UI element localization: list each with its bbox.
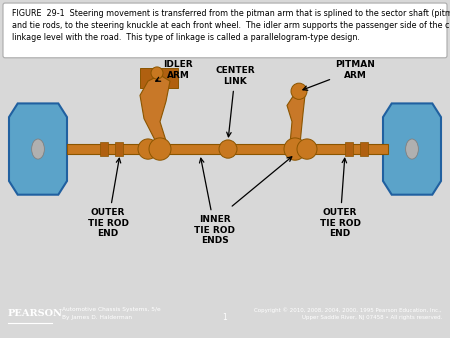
Text: IDLER
ARM: IDLER ARM [156,60,193,81]
Bar [345,143,353,155]
Ellipse shape [32,139,45,159]
Text: OUTER
TIE ROD
END: OUTER TIE ROD END [320,158,360,238]
Polygon shape [383,103,441,195]
Text: FIGURE  29-1  Steering movement is transferred from the pitman arm that is splin: FIGURE 29-1 Steering movement is transfe… [12,9,450,42]
Text: PITMAN
ARM: PITMAN ARM [303,60,375,90]
Bar [360,143,368,155]
Bar [100,143,108,155]
FancyBboxPatch shape [3,3,447,58]
Polygon shape [140,75,170,144]
Ellipse shape [149,138,171,160]
Ellipse shape [284,138,306,160]
Bar [115,143,123,155]
Text: Automotive Chassis Systems, 5/e
By James D. Halderman: Automotive Chassis Systems, 5/e By James… [62,307,161,320]
Ellipse shape [405,139,418,159]
Bar [67,144,148,154]
Bar [307,144,388,154]
Text: INNER
TIE ROD
ENDS: INNER TIE ROD ENDS [194,158,235,245]
Polygon shape [287,93,305,144]
Text: PEARSON: PEARSON [8,309,63,318]
Ellipse shape [297,139,317,159]
Text: CENTER
LINK: CENTER LINK [215,66,255,137]
Bar [160,144,295,154]
Text: OUTER
TIE ROD
END: OUTER TIE ROD END [87,158,129,238]
Ellipse shape [219,140,237,158]
Text: Copyright © 2010, 2008, 2004, 2000, 1995 Pearson Education, Inc.,
Upper Saddle R: Copyright © 2010, 2008, 2004, 2000, 1995… [254,307,442,320]
Polygon shape [9,103,67,195]
Ellipse shape [151,67,163,79]
Ellipse shape [138,139,158,159]
Text: 1: 1 [223,313,227,322]
Ellipse shape [291,83,307,99]
Bar [140,68,178,88]
